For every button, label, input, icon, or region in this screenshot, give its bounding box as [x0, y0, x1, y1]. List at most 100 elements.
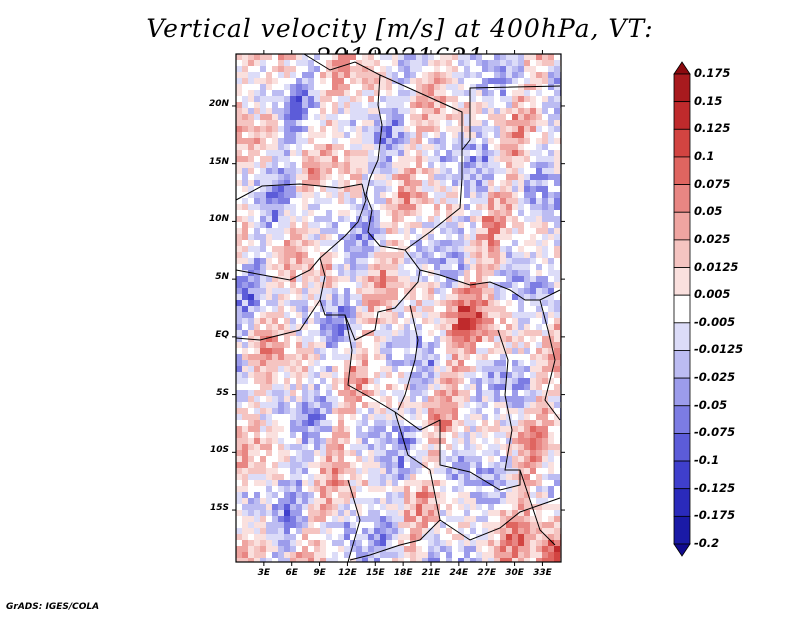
field-cell	[296, 552, 303, 559]
field-cell	[494, 186, 501, 193]
field-cell	[302, 330, 309, 337]
field-cell	[500, 108, 507, 115]
field-cell	[434, 138, 441, 145]
field-cell	[518, 168, 525, 175]
field-cell	[248, 294, 255, 301]
field-cell	[464, 366, 471, 373]
field-cell	[500, 174, 507, 181]
field-cell	[350, 216, 357, 223]
field-cell	[272, 138, 279, 145]
field-cell	[494, 150, 501, 157]
field-cell	[446, 510, 453, 517]
field-cell	[236, 318, 243, 325]
field-cell	[284, 150, 291, 157]
field-cell	[476, 54, 483, 61]
field-cell	[428, 402, 435, 409]
field-cell	[506, 492, 513, 499]
field-cell	[398, 174, 405, 181]
field-cell	[470, 150, 477, 157]
field-cell	[386, 510, 393, 517]
border-lines	[236, 54, 561, 562]
field-cell	[236, 156, 243, 163]
field-cell	[242, 126, 249, 133]
field-cell	[332, 180, 339, 187]
field-cell	[422, 108, 429, 115]
field-cell	[290, 420, 297, 427]
field-cell	[488, 462, 495, 469]
field-cell	[362, 468, 369, 475]
field-cell	[350, 90, 357, 97]
field-cell	[236, 120, 243, 127]
field-cell	[458, 150, 465, 157]
field-cell	[530, 498, 537, 505]
field-cell	[272, 210, 279, 217]
field-cell	[416, 558, 423, 562]
field-cell	[362, 516, 369, 523]
field-cell	[320, 336, 327, 343]
field-cell	[404, 156, 411, 163]
field-cell	[308, 192, 315, 199]
field-cell	[548, 300, 555, 307]
field-cell	[356, 438, 363, 445]
field-cell	[380, 546, 387, 553]
field-cell	[554, 492, 561, 499]
field-cell	[476, 360, 483, 367]
field-cell	[302, 492, 309, 499]
field-cell	[494, 384, 501, 391]
field-cell	[386, 108, 393, 115]
field-cell	[470, 78, 477, 85]
field-cell	[422, 408, 429, 415]
field-cell	[380, 186, 387, 193]
field-cell	[242, 216, 249, 223]
field-cell	[452, 270, 459, 277]
field-cell	[482, 444, 489, 451]
field-cell	[416, 96, 423, 103]
field-cell	[344, 426, 351, 433]
field-cell	[404, 396, 411, 403]
field-cell	[428, 156, 435, 163]
field-cell	[236, 66, 243, 73]
field-cell	[236, 96, 243, 103]
field-cell	[410, 546, 417, 553]
field-cell	[332, 402, 339, 409]
field-cell	[482, 222, 489, 229]
field-cell	[416, 252, 423, 259]
field-cell	[248, 258, 255, 265]
field-cell	[248, 240, 255, 247]
field-cell	[458, 72, 465, 79]
field-cell	[518, 396, 525, 403]
field-cell	[290, 540, 297, 547]
field-cell	[482, 264, 489, 271]
field-cell	[482, 318, 489, 325]
field-cell	[458, 234, 465, 241]
field-cell	[434, 378, 441, 385]
field-cell	[368, 108, 375, 115]
field-cell	[410, 120, 417, 127]
field-cell	[518, 330, 525, 337]
field-cell	[362, 162, 369, 169]
field-cell	[236, 528, 243, 535]
field-cell	[494, 90, 501, 97]
field-cell	[440, 318, 447, 325]
field-cell	[518, 546, 525, 553]
field-cell	[488, 510, 495, 517]
field-cell	[296, 546, 303, 553]
field-cell	[368, 216, 375, 223]
field-cell	[278, 300, 285, 307]
field-cell	[446, 162, 453, 169]
field-cell	[470, 540, 477, 547]
field-cell	[338, 522, 345, 529]
field-cell	[242, 480, 249, 487]
field-cell	[338, 546, 345, 553]
field-cell	[260, 318, 267, 325]
field-cell	[506, 438, 513, 445]
field-cell	[284, 432, 291, 439]
field-cell	[446, 306, 453, 313]
field-cell	[242, 222, 249, 229]
field-cell	[404, 168, 411, 175]
field-cell	[482, 210, 489, 217]
field-cell	[422, 384, 429, 391]
field-cell	[314, 504, 321, 511]
field-cell	[512, 72, 519, 79]
field-cell	[320, 468, 327, 475]
